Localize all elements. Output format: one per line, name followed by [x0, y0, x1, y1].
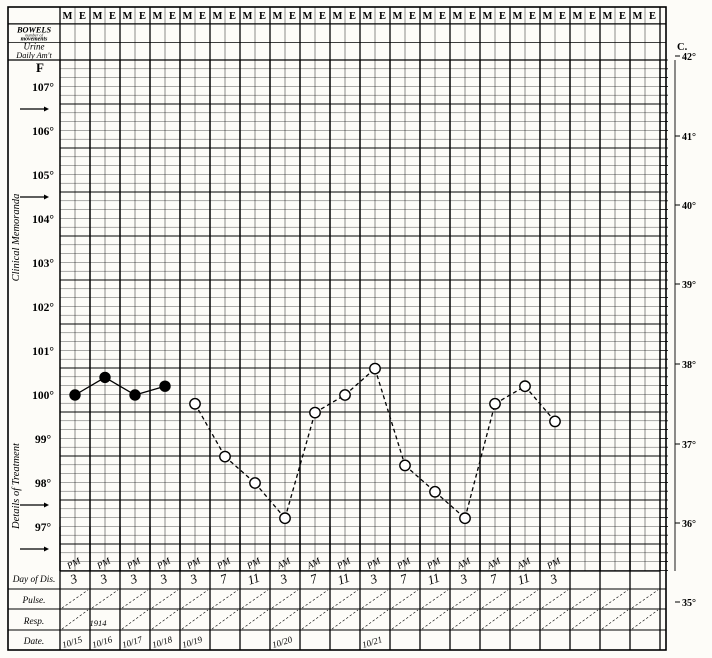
svg-text:E: E — [199, 11, 206, 22]
svg-text:M: M — [273, 11, 283, 22]
svg-text:36°: 36° — [682, 519, 696, 530]
svg-text:M: M — [243, 11, 253, 22]
svg-text:E: E — [379, 11, 386, 22]
svg-text:102°: 102° — [32, 302, 54, 314]
svg-text:Pulse.: Pulse. — [22, 596, 46, 606]
svg-text:107°: 107° — [32, 82, 54, 94]
svg-text:E: E — [169, 11, 176, 22]
svg-text:40°: 40° — [682, 201, 696, 212]
svg-text:98°: 98° — [35, 478, 52, 490]
svg-text:M: M — [603, 11, 613, 22]
svg-text:M: M — [303, 11, 313, 22]
svg-text:E: E — [469, 11, 476, 22]
svg-text:E: E — [319, 11, 326, 22]
svg-text:99°: 99° — [35, 434, 52, 446]
svg-text:Date.: Date. — [23, 637, 44, 647]
svg-text:103°: 103° — [32, 258, 54, 270]
svg-text:Urine: Urine — [24, 42, 45, 52]
svg-text:Clinical Memoranda: Clinical Memoranda — [11, 194, 22, 282]
svg-text:41°: 41° — [682, 132, 696, 143]
svg-text:M: M — [123, 11, 133, 22]
svg-text:E: E — [499, 11, 506, 22]
svg-text:E: E — [259, 11, 266, 22]
svg-text:39°: 39° — [682, 280, 696, 291]
svg-text:M: M — [393, 11, 403, 22]
svg-text:Daily Am't: Daily Am't — [15, 51, 52, 60]
svg-text:1914: 1914 — [90, 618, 108, 628]
svg-text:F: F — [36, 60, 44, 75]
svg-text:M: M — [483, 11, 493, 22]
svg-text:Day of Dis.: Day of Dis. — [12, 574, 56, 585]
svg-text:M: M — [513, 11, 523, 22]
svg-text:M: M — [453, 11, 463, 22]
svg-text:38°: 38° — [682, 360, 696, 371]
svg-text:M: M — [63, 11, 73, 22]
svg-text:E: E — [619, 11, 626, 22]
svg-text:M: M — [183, 11, 193, 22]
svg-text:97°: 97° — [35, 522, 52, 534]
svg-text:E: E — [409, 11, 416, 22]
svg-text:E: E — [289, 11, 296, 22]
svg-text:M: M — [423, 11, 433, 22]
svg-text:E: E — [349, 11, 356, 22]
svg-text:M: M — [213, 11, 223, 22]
svg-text:42°: 42° — [682, 52, 696, 63]
svg-text:E: E — [529, 11, 536, 22]
svg-text:101°: 101° — [32, 346, 54, 358]
svg-text:Details of Treatment: Details of Treatment — [11, 442, 22, 530]
svg-text:M: M — [93, 11, 103, 22]
svg-text:104°: 104° — [32, 214, 54, 226]
svg-text:35°: 35° — [682, 598, 696, 609]
svg-text:37°: 37° — [682, 440, 696, 451]
svg-text:E: E — [649, 11, 656, 22]
svg-text:M: M — [333, 11, 343, 22]
svg-text:M: M — [363, 11, 373, 22]
svg-text:E: E — [139, 11, 146, 22]
svg-text:E: E — [229, 11, 236, 22]
svg-text:105°: 105° — [32, 170, 54, 182]
svg-text:100°: 100° — [32, 390, 54, 402]
svg-text:E: E — [109, 11, 116, 22]
svg-text:M: M — [573, 11, 583, 22]
svg-text:E: E — [439, 11, 446, 22]
svg-text:M: M — [633, 11, 643, 22]
svg-text:E: E — [589, 11, 596, 22]
svg-text:E: E — [79, 11, 86, 22]
svg-text:M: M — [153, 11, 163, 22]
svg-text:E: E — [559, 11, 566, 22]
svg-text:Resp.: Resp. — [23, 617, 44, 627]
svg-text:106°: 106° — [32, 126, 54, 138]
svg-text:M: M — [543, 11, 553, 22]
